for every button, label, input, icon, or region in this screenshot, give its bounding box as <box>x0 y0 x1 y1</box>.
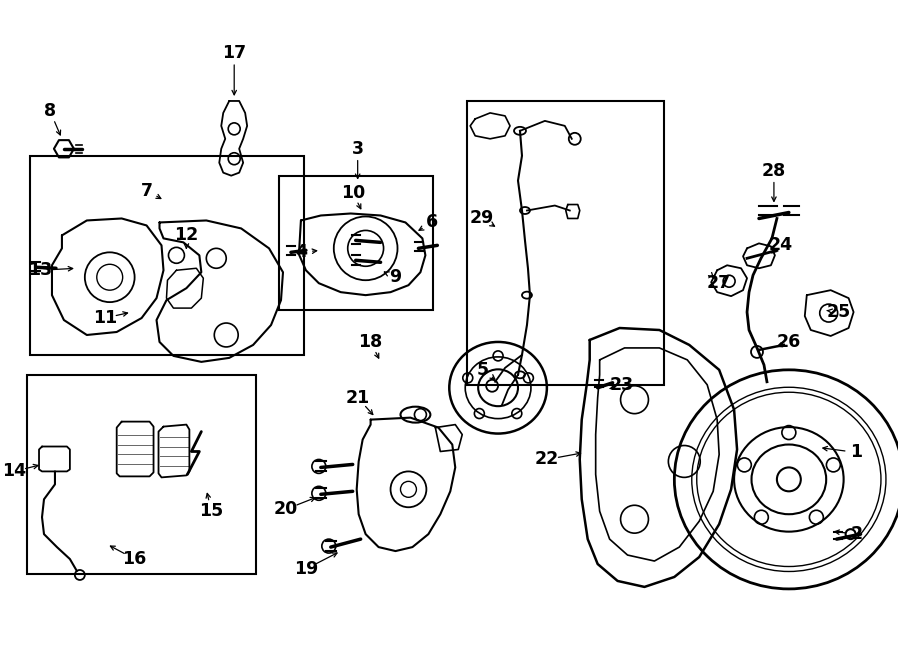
Text: 5: 5 <box>477 361 490 379</box>
Text: 11: 11 <box>93 309 117 327</box>
Text: 17: 17 <box>222 44 247 62</box>
Text: 1: 1 <box>850 444 862 461</box>
Text: 7: 7 <box>140 182 153 200</box>
Text: 26: 26 <box>777 333 801 351</box>
Text: 10: 10 <box>340 184 364 202</box>
Bar <box>30 156 304 355</box>
Text: 19: 19 <box>293 560 318 578</box>
Text: 29: 29 <box>470 210 494 227</box>
Bar <box>27 375 256 574</box>
Text: 15: 15 <box>199 502 223 520</box>
Text: 12: 12 <box>175 227 199 245</box>
Text: 24: 24 <box>769 237 793 254</box>
Text: 2: 2 <box>850 525 862 543</box>
Text: 6: 6 <box>427 214 438 231</box>
Text: 18: 18 <box>358 333 382 351</box>
Bar <box>467 101 664 385</box>
Text: 13: 13 <box>28 261 52 279</box>
Text: 8: 8 <box>44 102 56 120</box>
Text: 23: 23 <box>609 375 634 394</box>
Text: 14: 14 <box>2 463 26 481</box>
Text: 25: 25 <box>826 303 850 321</box>
Text: 22: 22 <box>535 450 559 469</box>
Text: 21: 21 <box>346 389 370 407</box>
Text: 16: 16 <box>122 550 147 568</box>
Text: 9: 9 <box>390 268 401 286</box>
Text: 28: 28 <box>761 162 786 180</box>
Text: 3: 3 <box>352 139 364 158</box>
Text: 4: 4 <box>295 243 307 261</box>
Text: 27: 27 <box>707 274 731 292</box>
Bar <box>279 176 434 310</box>
Text: 20: 20 <box>274 500 298 518</box>
